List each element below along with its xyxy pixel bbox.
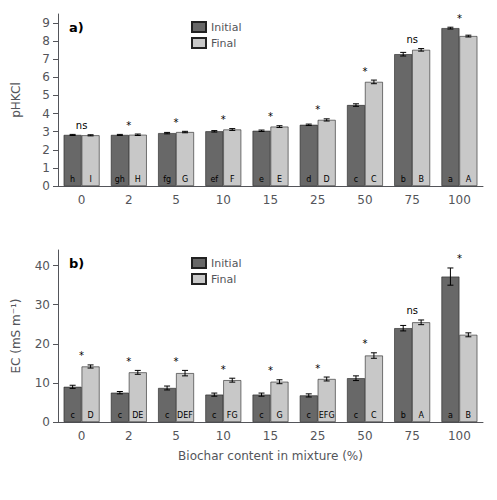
svg-text:Final: Final xyxy=(211,273,236,286)
svg-text:2: 2 xyxy=(125,429,133,443)
svg-text:Initial: Initial xyxy=(211,21,241,34)
svg-text:7: 7 xyxy=(42,52,50,66)
svg-text:0: 0 xyxy=(78,429,86,443)
svg-text:*: * xyxy=(315,363,320,374)
svg-text:*: * xyxy=(79,350,84,361)
svg-text:*: * xyxy=(457,13,462,24)
svg-text:5: 5 xyxy=(172,193,180,207)
svg-text:h: h xyxy=(70,175,75,184)
svg-text:FG: FG xyxy=(227,411,238,420)
svg-text:*: * xyxy=(457,253,462,264)
svg-text:100: 100 xyxy=(448,429,471,443)
svg-text:c: c xyxy=(354,175,358,184)
svg-text:5: 5 xyxy=(42,88,50,102)
svg-text:30: 30 xyxy=(35,298,50,312)
svg-text:2: 2 xyxy=(42,143,50,157)
svg-text:gh: gh xyxy=(115,175,125,184)
svg-text:50: 50 xyxy=(357,193,372,207)
svg-text:75: 75 xyxy=(405,429,420,443)
svg-text:EFG: EFG xyxy=(319,411,335,420)
svg-text:25: 25 xyxy=(310,429,325,443)
svg-text:G: G xyxy=(182,175,188,184)
svg-text:B: B xyxy=(418,175,424,184)
svg-text:*: * xyxy=(268,111,273,122)
svg-text:6: 6 xyxy=(42,70,50,84)
svg-text:c: c xyxy=(212,411,216,420)
svg-text:DE: DE xyxy=(132,411,143,420)
svg-text:0: 0 xyxy=(42,179,50,193)
svg-text:c: c xyxy=(165,411,169,420)
svg-text:ns: ns xyxy=(406,34,418,45)
svg-text:E: E xyxy=(277,175,282,184)
svg-text:8: 8 xyxy=(42,34,50,48)
svg-text:c: c xyxy=(307,411,311,420)
svg-text:15: 15 xyxy=(263,193,278,207)
svg-text:F: F xyxy=(230,175,235,184)
svg-text:50: 50 xyxy=(357,429,372,443)
svg-text:*: * xyxy=(362,338,367,349)
svg-text:0: 0 xyxy=(78,193,86,207)
svg-text:a: a xyxy=(448,175,453,184)
svg-text:20: 20 xyxy=(35,337,50,351)
svg-text:5: 5 xyxy=(172,429,180,443)
svg-text:*: * xyxy=(126,356,131,367)
svg-text:75: 75 xyxy=(405,193,420,207)
svg-text:*: * xyxy=(174,117,179,128)
svg-text:b: b xyxy=(401,411,406,420)
svg-text:c: c xyxy=(259,411,263,420)
svg-text:*: * xyxy=(221,114,226,125)
svg-text:10: 10 xyxy=(35,376,50,390)
svg-text:Biochar content in mixture (%): Biochar content in mixture (%) xyxy=(178,449,363,463)
svg-text:10: 10 xyxy=(216,429,231,443)
svg-text:15: 15 xyxy=(263,429,278,443)
svg-text:c: c xyxy=(354,411,358,420)
svg-text:100: 100 xyxy=(448,193,471,207)
svg-text:EC (mS m⁻¹): EC (mS m⁻¹) xyxy=(9,298,23,373)
svg-text:pHKCl: pHKCl xyxy=(9,82,23,118)
svg-text:*: * xyxy=(315,104,320,115)
svg-text:3: 3 xyxy=(42,125,50,139)
svg-text:*: * xyxy=(174,356,179,367)
svg-text:C: C xyxy=(371,175,377,184)
svg-text:c: c xyxy=(70,411,74,420)
svg-text:G: G xyxy=(276,411,282,420)
svg-text:40: 40 xyxy=(35,259,50,273)
svg-text:*: * xyxy=(268,365,273,376)
svg-text:b: b xyxy=(401,175,406,184)
svg-text:2: 2 xyxy=(125,193,133,207)
svg-text:DEF: DEF xyxy=(177,411,193,420)
svg-text:1: 1 xyxy=(42,161,50,175)
svg-text:e: e xyxy=(259,175,264,184)
svg-text:Final: Final xyxy=(211,37,236,50)
svg-text:A: A xyxy=(418,411,424,420)
svg-text:D: D xyxy=(324,175,330,184)
svg-text:a): a) xyxy=(69,20,84,35)
svg-text:*: * xyxy=(126,120,131,131)
svg-text:d: d xyxy=(306,175,311,184)
svg-text:*: * xyxy=(221,364,226,375)
svg-text:10: 10 xyxy=(216,193,231,207)
svg-text:0: 0 xyxy=(42,415,50,429)
svg-text:ns: ns xyxy=(406,305,418,316)
svg-text:c: c xyxy=(118,411,122,420)
svg-text:ns: ns xyxy=(76,120,88,131)
svg-text:A: A xyxy=(466,175,472,184)
svg-text:ef: ef xyxy=(210,175,218,184)
svg-text:4: 4 xyxy=(42,107,50,121)
svg-text:b): b) xyxy=(69,256,84,271)
svg-text:B: B xyxy=(466,411,472,420)
svg-text:H: H xyxy=(135,175,141,184)
svg-text:*: * xyxy=(362,66,367,77)
svg-text:D: D xyxy=(87,411,93,420)
svg-text:25: 25 xyxy=(310,193,325,207)
svg-text:fg: fg xyxy=(163,175,171,184)
svg-text:a: a xyxy=(448,411,453,420)
svg-text:9: 9 xyxy=(42,16,50,30)
svg-text:C: C xyxy=(371,411,377,420)
svg-text:I: I xyxy=(89,175,91,184)
svg-text:Initial: Initial xyxy=(211,257,241,270)
